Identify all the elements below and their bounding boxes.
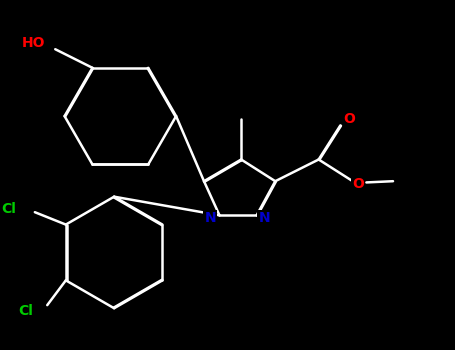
Text: O: O — [344, 112, 355, 126]
Text: N: N — [258, 211, 270, 225]
Text: Cl: Cl — [18, 304, 33, 318]
Text: HO: HO — [22, 36, 46, 50]
Text: Cl: Cl — [1, 202, 16, 216]
Text: O: O — [352, 177, 364, 191]
Text: N: N — [204, 211, 216, 225]
